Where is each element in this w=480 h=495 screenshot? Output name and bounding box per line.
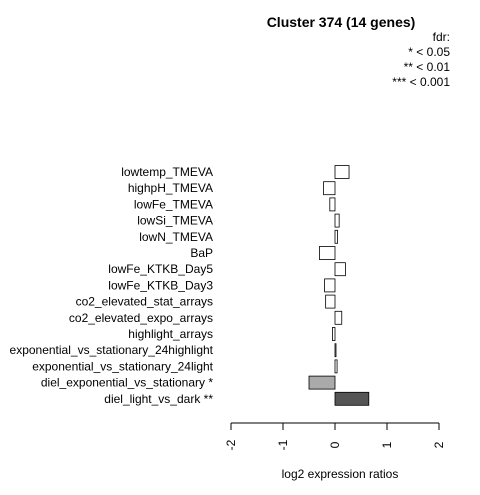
legend-entry-3: *** < 0.001 (392, 75, 450, 89)
category-label-2: lowFe_TMEVA (134, 197, 213, 211)
legend: fdr: * < 0.05 ** < 0.01 *** < 0.001 (392, 30, 450, 89)
x-tick-label-4: 2 (432, 441, 446, 448)
category-label-9: co2_elevated_expo_arrays (69, 311, 213, 325)
bar-6 (334, 262, 346, 277)
category-label-0: lowtemp_TMEVA (121, 165, 213, 179)
category-label-4: lowN_TMEVA (139, 230, 213, 244)
category-labels: lowtemp_TMEVA highpH_TMEVA lowFe_TMEVA lowS… (10, 165, 214, 406)
bar-13 (308, 375, 336, 390)
category-label-14: diel_light_vs_dark ** (104, 392, 213, 406)
category-label-10: highlight_arrays (128, 327, 213, 341)
bar-4 (334, 229, 338, 244)
bar-7 (324, 278, 336, 293)
legend-title: fdr: (433, 30, 450, 44)
x-tick-label-2: 0 (328, 441, 342, 448)
category-label-8: co2_elevated_stat_arrays (76, 295, 213, 309)
category-label-5: BaP (190, 246, 213, 260)
category-label-7: lowFe_KTKB_Day3 (108, 278, 213, 292)
bars-group (308, 165, 370, 406)
category-label-11: exponential_vs_stationary_24highlight (10, 343, 214, 357)
bar-10 (331, 327, 336, 341)
x-tick-label-0: -2 (224, 439, 238, 450)
bar-9 (334, 310, 343, 325)
legend-entry-1: * < 0.05 (408, 45, 450, 59)
bar-3 (334, 213, 340, 228)
category-label-3: lowSi_TMEVA (137, 214, 213, 228)
x-axis: -2 -1 0 1 2 (224, 422, 446, 450)
bar-11 (334, 343, 337, 358)
bar-12 (334, 359, 338, 374)
category-label-1: highpH_TMEVA (128, 181, 213, 195)
category-label-13: diel_exponential_vs_stationary * (41, 376, 213, 390)
bar-14 (334, 391, 370, 406)
category-label-12: exponential_vs_stationary_24light (32, 359, 213, 373)
bar-5 (318, 246, 336, 260)
x-tick-label-1: -1 (276, 439, 290, 450)
x-tick-label-3: 1 (380, 441, 394, 448)
chart-title: Cluster 374 (14 genes) (267, 14, 416, 30)
legend-entry-2: ** < 0.01 (404, 60, 451, 74)
x-axis-label: log2 expression ratios (282, 467, 399, 481)
category-label-6: lowFe_KTKB_Day5 (108, 262, 213, 276)
bar-8 (325, 294, 336, 309)
bar-0 (334, 165, 350, 179)
bar-2 (329, 197, 336, 212)
bar-1 (323, 181, 336, 196)
